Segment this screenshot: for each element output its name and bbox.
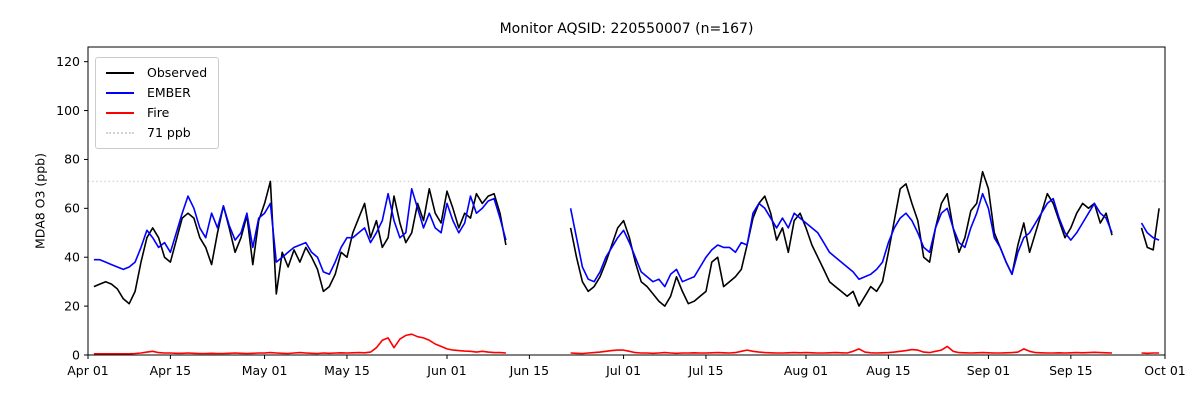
x-tick-label: Apr 15: [150, 363, 192, 378]
legend-item-fire: Fire: [106, 106, 207, 120]
x-tick-label: Jul 01: [605, 363, 641, 378]
x-tick-label: May 01: [242, 363, 288, 378]
reference-line-sample-icon: [106, 132, 134, 134]
observed-line-sample-icon: [106, 72, 134, 74]
legend-item-reference: 71 ppb: [106, 126, 207, 140]
x-tick-label: Oct 01: [1144, 363, 1186, 378]
fire-line-sample-icon: [106, 112, 134, 114]
legend-label-observed: Observed: [147, 65, 208, 80]
series-line-observed: [93, 170, 1160, 307]
ember-line-sample-icon: [106, 92, 134, 94]
legend-item-ember: EMBER: [106, 86, 207, 100]
x-tick-label: Jun 01: [426, 363, 466, 378]
x-tick-label: Jul 15: [687, 363, 723, 378]
axes-frame: [87, 46, 1166, 356]
legend-label-reference: 71 ppb: [147, 125, 191, 140]
legend-label-ember: EMBER: [147, 85, 191, 100]
x-tick-label: Sep 01: [967, 363, 1010, 378]
x-tick-label: Aug 01: [784, 363, 828, 378]
y-tick-label: 20: [64, 298, 80, 313]
legend-label-fire: Fire: [147, 105, 170, 120]
series-line-ember: [93, 188, 1160, 288]
x-tick-label: Apr 01: [67, 363, 109, 378]
y-tick-label: 40: [64, 250, 80, 265]
y-tick-label: 0: [72, 347, 80, 362]
legend-item-observed: Observed: [106, 66, 207, 80]
legend: Observed EMBER Fire 71 ppb: [95, 57, 220, 149]
x-tick-label: Jun 15: [509, 363, 549, 378]
x-tick-label: May 15: [324, 363, 370, 378]
series-line-fire: [93, 333, 1160, 355]
y-tick-label: 80: [64, 152, 80, 167]
y-tick-label: 60: [64, 201, 80, 216]
chart-title: Monitor AQSID: 220550007 (n=167): [499, 21, 754, 37]
x-tick-label: Sep 15: [1049, 363, 1092, 378]
y-tick-label: 120: [56, 54, 80, 69]
y-axis-label: MDA8 O3 (ppb): [32, 153, 48, 249]
x-tick-label: Aug 15: [866, 363, 910, 378]
y-tick-label: 100: [56, 103, 80, 118]
